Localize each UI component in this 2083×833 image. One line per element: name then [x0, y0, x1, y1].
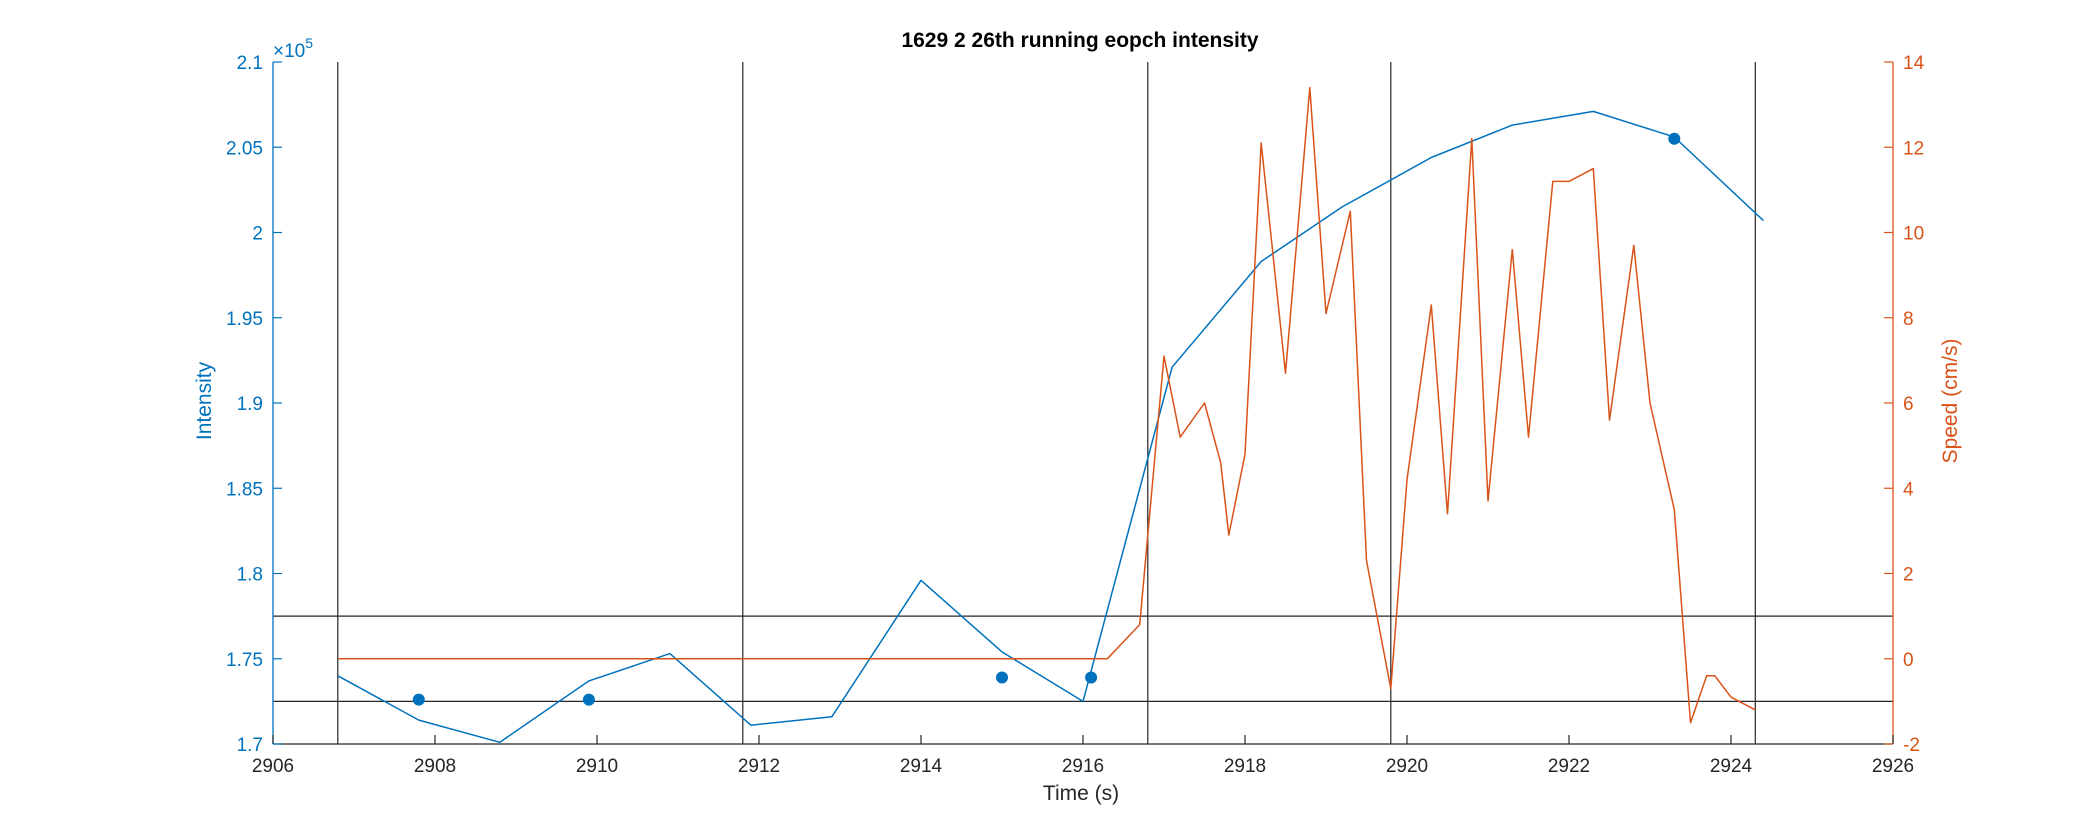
exponent-base: ×10	[273, 41, 305, 62]
intensity-marker-point	[996, 671, 1008, 684]
intensity-marker-point	[582, 693, 595, 706]
y-left-exponent-label: ×105	[273, 35, 313, 62]
y-right-tick-label: 8	[1903, 309, 1914, 330]
y-left-tick-label: 1.9	[237, 394, 263, 415]
x-tick-label: 2910	[576, 756, 618, 777]
x-tick-label: 2924	[1710, 756, 1753, 777]
x-tick-label: 2912	[738, 756, 780, 777]
intensity-marker-point	[1085, 671, 1098, 684]
y-left-tick-label: 2.1	[237, 53, 263, 74]
x-tick-label: 2926	[1872, 756, 1914, 777]
y-right-tick-label: 0	[1903, 650, 1914, 671]
y-right-axis-label: Speed (cm/s)	[1939, 339, 1962, 464]
x-tick-label: 2906	[252, 756, 294, 777]
y-right-tick-label: 4	[1903, 479, 1914, 500]
y-left-tick-label: 1.95	[226, 309, 263, 330]
chart-title: 1629 2 26th running eopch intensity	[901, 29, 1258, 52]
y-left-tick-label: 1.7	[237, 735, 263, 756]
y-left-tick-label: 1.75	[226, 650, 263, 671]
y-right-tick-label: 6	[1903, 394, 1914, 415]
intensity-series-line	[337, 110, 1764, 744]
x-tick-label: 2922	[1548, 756, 1590, 777]
y-left-axis-label: Intensity	[193, 361, 216, 440]
y-right-tick-label: 12	[1903, 138, 1924, 159]
x-axis-label: Time (s)	[1043, 782, 1119, 805]
y-left-tick-label: 1.85	[226, 479, 263, 500]
x-tick-label: 2918	[1224, 756, 1266, 777]
y-left-tick-label: 2	[252, 224, 263, 245]
y-left-tick-label: 2.05	[226, 138, 263, 159]
y-right-tick-label: -2	[1903, 735, 1920, 756]
y-left-tick-label: 1.8	[237, 565, 263, 586]
intensity-marker-point	[412, 693, 425, 706]
speed-series-line	[337, 86, 1756, 724]
exponent-power: 5	[305, 35, 313, 51]
plot-area	[273, 62, 1893, 744]
axis-ticks: 2906 2908 2910 2912 2914 2916 2918 2920 2922 2924…	[226, 53, 1925, 777]
x-tick-label: 2920	[1386, 756, 1428, 777]
x-tick-label: 2916	[1062, 756, 1104, 777]
y-right-tick-label: 14	[1903, 53, 1925, 74]
intensity-marker-point	[1668, 132, 1681, 145]
y-right-tick-label: 2	[1903, 565, 1914, 586]
x-tick-label: 2908	[414, 756, 456, 777]
x-tick-label: 2914	[900, 756, 943, 777]
y-right-tick-label: 10	[1903, 224, 1924, 245]
